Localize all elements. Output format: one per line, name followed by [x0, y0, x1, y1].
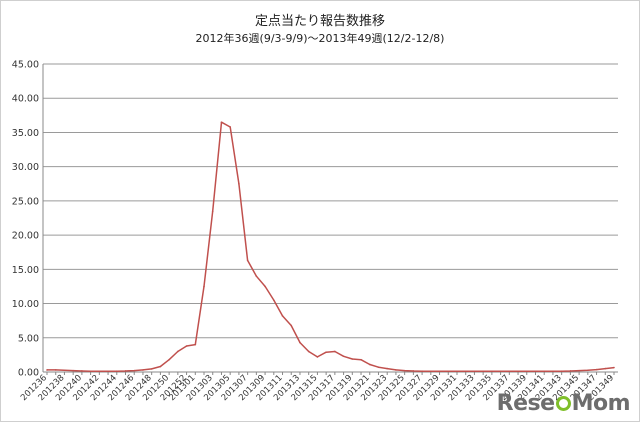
data-point [107, 370, 109, 373]
data-point [578, 369, 580, 372]
data-point [203, 285, 205, 288]
data-point [150, 368, 153, 370]
data-point [299, 341, 301, 344]
data-point [430, 370, 432, 373]
data-point [491, 370, 493, 373]
data-point [273, 299, 275, 301]
y-tick-label: 30.00 [12, 162, 39, 173]
data-point [508, 370, 511, 373]
data-point [229, 126, 231, 128]
data-point [473, 370, 476, 373]
data-point [81, 370, 83, 372]
data-point [159, 365, 162, 368]
data-point [89, 370, 92, 373]
data-point [124, 370, 127, 372]
data-point [281, 315, 284, 317]
data-point [360, 358, 362, 361]
data-point [115, 370, 118, 372]
data-point [194, 343, 197, 346]
data-point [447, 370, 450, 373]
data-point [482, 370, 484, 373]
resemom-logo: Rese Mom [496, 391, 631, 416]
y-tick-label: 40.00 [12, 94, 39, 105]
data-point [499, 370, 502, 373]
data-point [386, 367, 389, 370]
data-point [438, 370, 441, 373]
data-point [98, 370, 101, 373]
data-point [185, 345, 188, 347]
data-point [517, 370, 519, 373]
data-point [72, 369, 74, 372]
data-point [46, 369, 48, 371]
y-tick-label: 25.00 [12, 196, 39, 207]
logo-o-mark [555, 396, 571, 411]
data-point [525, 370, 528, 373]
data-point [456, 370, 458, 373]
data-point [569, 370, 572, 372]
data-point [543, 370, 546, 373]
data-point [307, 350, 310, 353]
y-tick-label: 20.00 [12, 231, 39, 242]
data-point [368, 363, 371, 366]
data-point [560, 370, 563, 372]
data-point [142, 369, 144, 371]
data-point [246, 259, 249, 262]
data-point [351, 358, 354, 360]
data-point [403, 369, 406, 372]
y-tick-label: 35.00 [12, 128, 39, 139]
data-point [325, 351, 327, 353]
data-point [342, 355, 345, 358]
data-point [238, 182, 240, 185]
logo-text-mom: Mom [571, 391, 631, 416]
data-point [613, 366, 615, 369]
data-point [133, 369, 136, 372]
y-tick-label: 15.00 [12, 265, 39, 276]
chart-subtitle: 2012年36週(9/3-9/9)～2013年49週(12/2-12/8) [195, 32, 445, 45]
data-point [290, 324, 293, 327]
data-point [587, 369, 589, 372]
data-point [264, 285, 266, 288]
y-tick-label: 0.00 [18, 368, 39, 379]
data-point [168, 358, 170, 361]
data-point [595, 368, 598, 371]
data-point [334, 350, 336, 353]
data-point [255, 275, 258, 277]
data-point [534, 370, 537, 373]
data-point [63, 369, 66, 372]
y-tick-label: 5.00 [18, 333, 39, 344]
data-point [412, 370, 415, 372]
logo-text-rese: Rese [496, 391, 555, 416]
data-point [220, 121, 223, 123]
series-line [47, 121, 615, 373]
data-point [604, 367, 607, 370]
data-point [377, 366, 380, 369]
y-tick-label: 45.00 [12, 60, 39, 71]
y-tick-label: 10.00 [12, 299, 39, 310]
data-point [552, 370, 554, 373]
data-point [316, 356, 319, 358]
data-point [421, 370, 423, 372]
data-point [177, 350, 179, 353]
chart-title: 定点当たり報告数推移 [254, 14, 385, 29]
data-point [54, 369, 57, 371]
data-point [211, 210, 214, 212]
data-point [395, 369, 397, 371]
data-point [464, 370, 467, 373]
